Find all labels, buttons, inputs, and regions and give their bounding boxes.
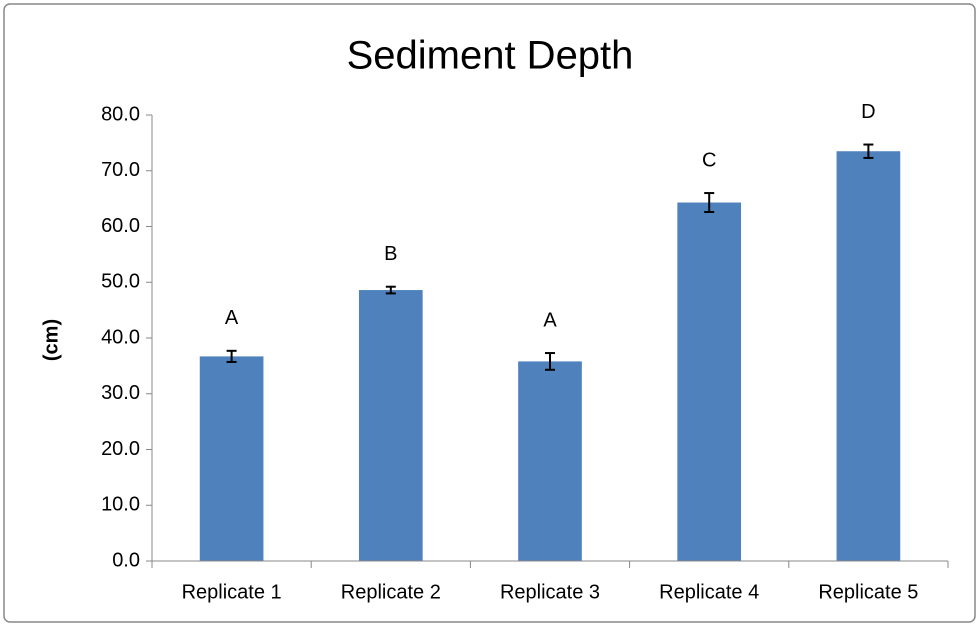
bar [358, 290, 423, 561]
y-tick-label: 10.0 [101, 494, 140, 516]
bar [677, 202, 742, 561]
y-axis-label: (cm) [40, 319, 62, 361]
error-bar [385, 285, 396, 295]
error-bar [704, 192, 715, 214]
error-bar [226, 349, 237, 363]
bar-annotation: A [225, 307, 239, 329]
bar-annotation: B [384, 243, 397, 265]
chart-border [3, 3, 976, 623]
y-tick-label: 60.0 [101, 215, 140, 237]
error-bar [545, 352, 555, 371]
bar [199, 356, 264, 561]
x-tick-label: Replicate 3 [500, 581, 600, 603]
x-tick-label: Replicate 2 [341, 581, 441, 603]
bar-annotation: A [543, 309, 557, 331]
y-tick-label: 0.0 [112, 549, 140, 571]
bar-annotation: C [702, 149, 716, 171]
y-tick-label: 50.0 [101, 271, 140, 293]
y-tick-label: 70.0 [101, 159, 140, 181]
bar [518, 361, 582, 561]
x-tick-label: Replicate 5 [818, 581, 918, 603]
y-tick-label: 30.0 [101, 382, 140, 404]
y-tick-label: 40.0 [101, 326, 140, 348]
y-tick-label: 20.0 [101, 438, 140, 460]
bar-annotation: D [861, 101, 875, 123]
y-tick-label: 80.0 [101, 103, 140, 125]
x-tick-label: Replicate 1 [182, 581, 282, 603]
chart-title: Sediment Depth [347, 34, 634, 78]
error-bar [863, 143, 874, 159]
x-tick-label: Replicate 4 [659, 581, 759, 603]
bar [836, 151, 901, 562]
